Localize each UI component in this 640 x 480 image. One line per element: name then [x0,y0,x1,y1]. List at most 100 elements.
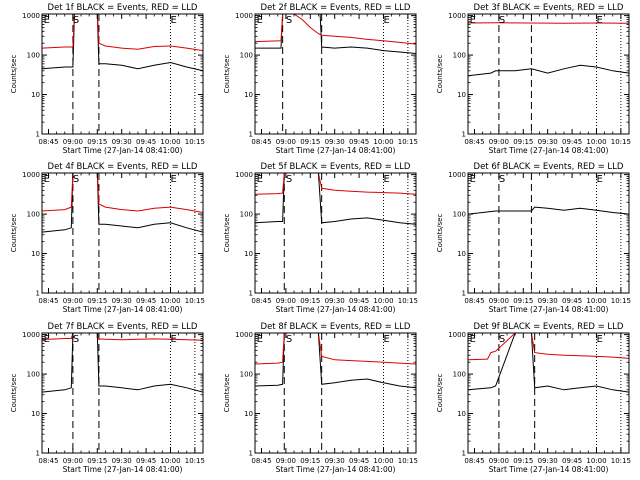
x-tick-label: 10:00 [586,138,606,146]
detector-panel: Det 2f BLACK = Events, RED = LLD E S E 1 10 10… [223,3,418,155]
y-axis-label: Counts/sec [10,214,18,253]
detector-panel: Det 7f BLACK = Events, RED = LLD E S E 1 10 10… [10,322,205,474]
x-tick-label: 09:30 [112,457,132,465]
x-tick-label: 09:00 [489,457,509,465]
lld-series-line [42,333,203,341]
panel-title: Det 9f BLACK = Events, RED = LLD [474,322,624,332]
y-tick-label: 1000 [22,171,40,179]
event-marker-label: S [286,174,292,185]
x-tick-label: 09:00 [276,297,296,305]
y-tick-label: 1000 [235,12,253,20]
events-series-line [255,333,416,389]
x-axis-label: Start Time (27-Jan-14 08:41:00) [276,146,396,155]
plot-frame [254,332,417,454]
x-tick-label: 09:00 [276,457,296,465]
events-series-line [468,333,629,393]
x-tick-label: 10:00 [586,457,606,465]
y-tick-label: 1 [36,131,40,139]
x-tick-label: 10:15 [185,457,205,465]
y-tick-label: 1000 [235,171,253,179]
event-marker-label: E [470,174,476,185]
x-tick-label: 09:45 [349,138,369,146]
detector-panel: Det 5f BLACK = Events, RED = LLD E S E 1 10 10… [223,162,418,314]
events-series-line [468,206,629,215]
panel-title: Det 5f BLACK = Events, RED = LLD [261,162,411,172]
x-tick-label: 08:45 [251,297,271,305]
x-tick-label: 10:00 [373,297,393,305]
event-marker-label: E [257,174,263,185]
x-tick-label: 09:15 [300,297,320,305]
event-marker-label: S [73,174,79,185]
plot-frame [41,172,204,294]
y-tick-label: 1 [462,131,466,139]
event-marker-label: S [286,15,292,26]
y-axis-label: Counts/sec [10,374,18,413]
y-tick-label: 1 [36,290,40,298]
x-tick-label: 09:00 [63,457,83,465]
detector-panel: Det 6f BLACK = Events, RED = LLD E S E 1 10 10… [436,162,631,314]
y-tick-label: 100 [453,52,466,60]
event-marker-label: E [170,174,176,185]
y-tick-label: 1 [249,131,253,139]
y-axis-label: Counts/sec [436,55,444,94]
event-marker-label: E [470,15,476,26]
y-tick-label: 100 [27,371,40,379]
x-tick-label: 09:15 [300,457,320,465]
x-tick-label: 10:00 [373,138,393,146]
events-series-line [255,173,416,225]
y-tick-label: 100 [27,52,40,60]
event-marker-label: E [257,15,263,26]
plot-frame [41,332,204,454]
event-marker-label: S [286,334,292,345]
plot-frame [254,13,417,135]
x-tick-label: 08:45 [251,138,271,146]
x-tick-label: 09:15 [300,138,320,146]
x-axis-label: Start Time (27-Jan-14 08:41:00) [489,465,609,474]
y-tick-label: 10 [244,250,253,258]
lld-series-line [255,14,416,45]
x-tick-label: 10:00 [160,457,180,465]
event-marker-label: E [44,174,50,185]
panel-title: Det 2f BLACK = Events, RED = LLD [261,3,411,13]
y-tick-label: 100 [453,371,466,379]
plot-frame [467,172,630,294]
y-tick-label: 1 [462,290,466,298]
x-tick-label: 10:00 [160,297,180,305]
x-axis-label: Start Time (27-Jan-14 08:41:00) [63,305,183,314]
y-tick-label: 1000 [22,331,40,339]
y-tick-label: 10 [31,250,40,258]
x-tick-label: 10:00 [586,297,606,305]
x-tick-label: 10:15 [185,138,205,146]
events-series-line [468,64,629,77]
x-tick-label: 09:30 [112,297,132,305]
x-tick-label: 09:15 [513,297,533,305]
x-tick-label: 09:45 [136,297,156,305]
x-tick-label: 09:30 [325,297,345,305]
x-tick-label: 10:15 [611,457,631,465]
detector-panel: Det 4f BLACK = Events, RED = LLD E S E 1 10 10… [10,162,205,314]
lld-series-line [255,333,416,365]
x-tick-label: 09:30 [325,457,345,465]
x-tick-label: 09:45 [136,457,156,465]
x-tick-label: 09:30 [538,138,558,146]
x-tick-label: 08:45 [464,457,484,465]
x-tick-label: 09:45 [562,138,582,146]
x-tick-label: 10:15 [398,297,418,305]
detector-panel: Det 1f BLACK = Events, RED = LLD E S E 1 10 10… [10,3,205,155]
x-axis-label: Start Time (27-Jan-14 08:41:00) [63,146,183,155]
x-tick-label: 10:15 [398,138,418,146]
lld-series-line [468,22,629,24]
x-tick-label: 10:15 [611,138,631,146]
y-tick-label: 1000 [235,331,253,339]
x-tick-label: 09:45 [349,457,369,465]
y-axis-label: Counts/sec [436,214,444,253]
x-tick-label: 09:00 [489,297,509,305]
event-marker-label: E [596,15,602,26]
x-tick-label: 09:30 [538,457,558,465]
events-series-line [42,333,203,393]
x-tick-label: 09:00 [276,138,296,146]
x-axis-label: Start Time (27-Jan-14 08:41:00) [489,146,609,155]
event-marker-label: S [73,15,79,26]
event-marker-label: E [596,174,602,185]
